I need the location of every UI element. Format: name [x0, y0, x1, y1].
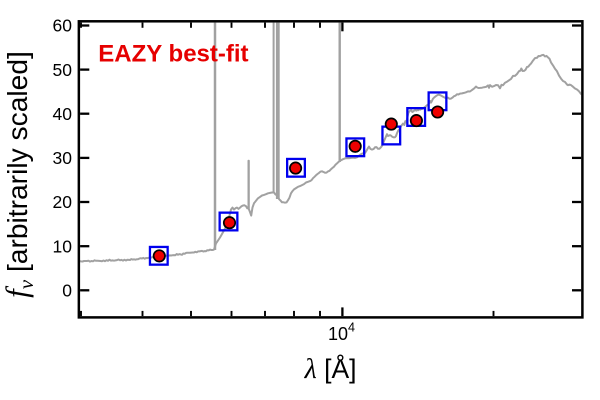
- svg-text:20: 20: [53, 192, 73, 212]
- svg-text:40: 40: [53, 104, 73, 124]
- svg-text:60: 60: [53, 16, 73, 36]
- svg-text:50: 50: [53, 60, 73, 80]
- svg-text:EAZY best-fit: EAZY best-fit: [98, 41, 248, 68]
- svg-text:λ [Å]: λ [Å]: [304, 354, 357, 385]
- svg-text:10: 10: [53, 236, 73, 256]
- svg-text:fν [arbitrarily scaled]: fν [arbitrarily scaled]: [0, 51, 38, 298]
- svg-text:0: 0: [62, 281, 72, 301]
- svg-text:104: 104: [328, 321, 355, 344]
- svg-text:30: 30: [53, 148, 73, 168]
